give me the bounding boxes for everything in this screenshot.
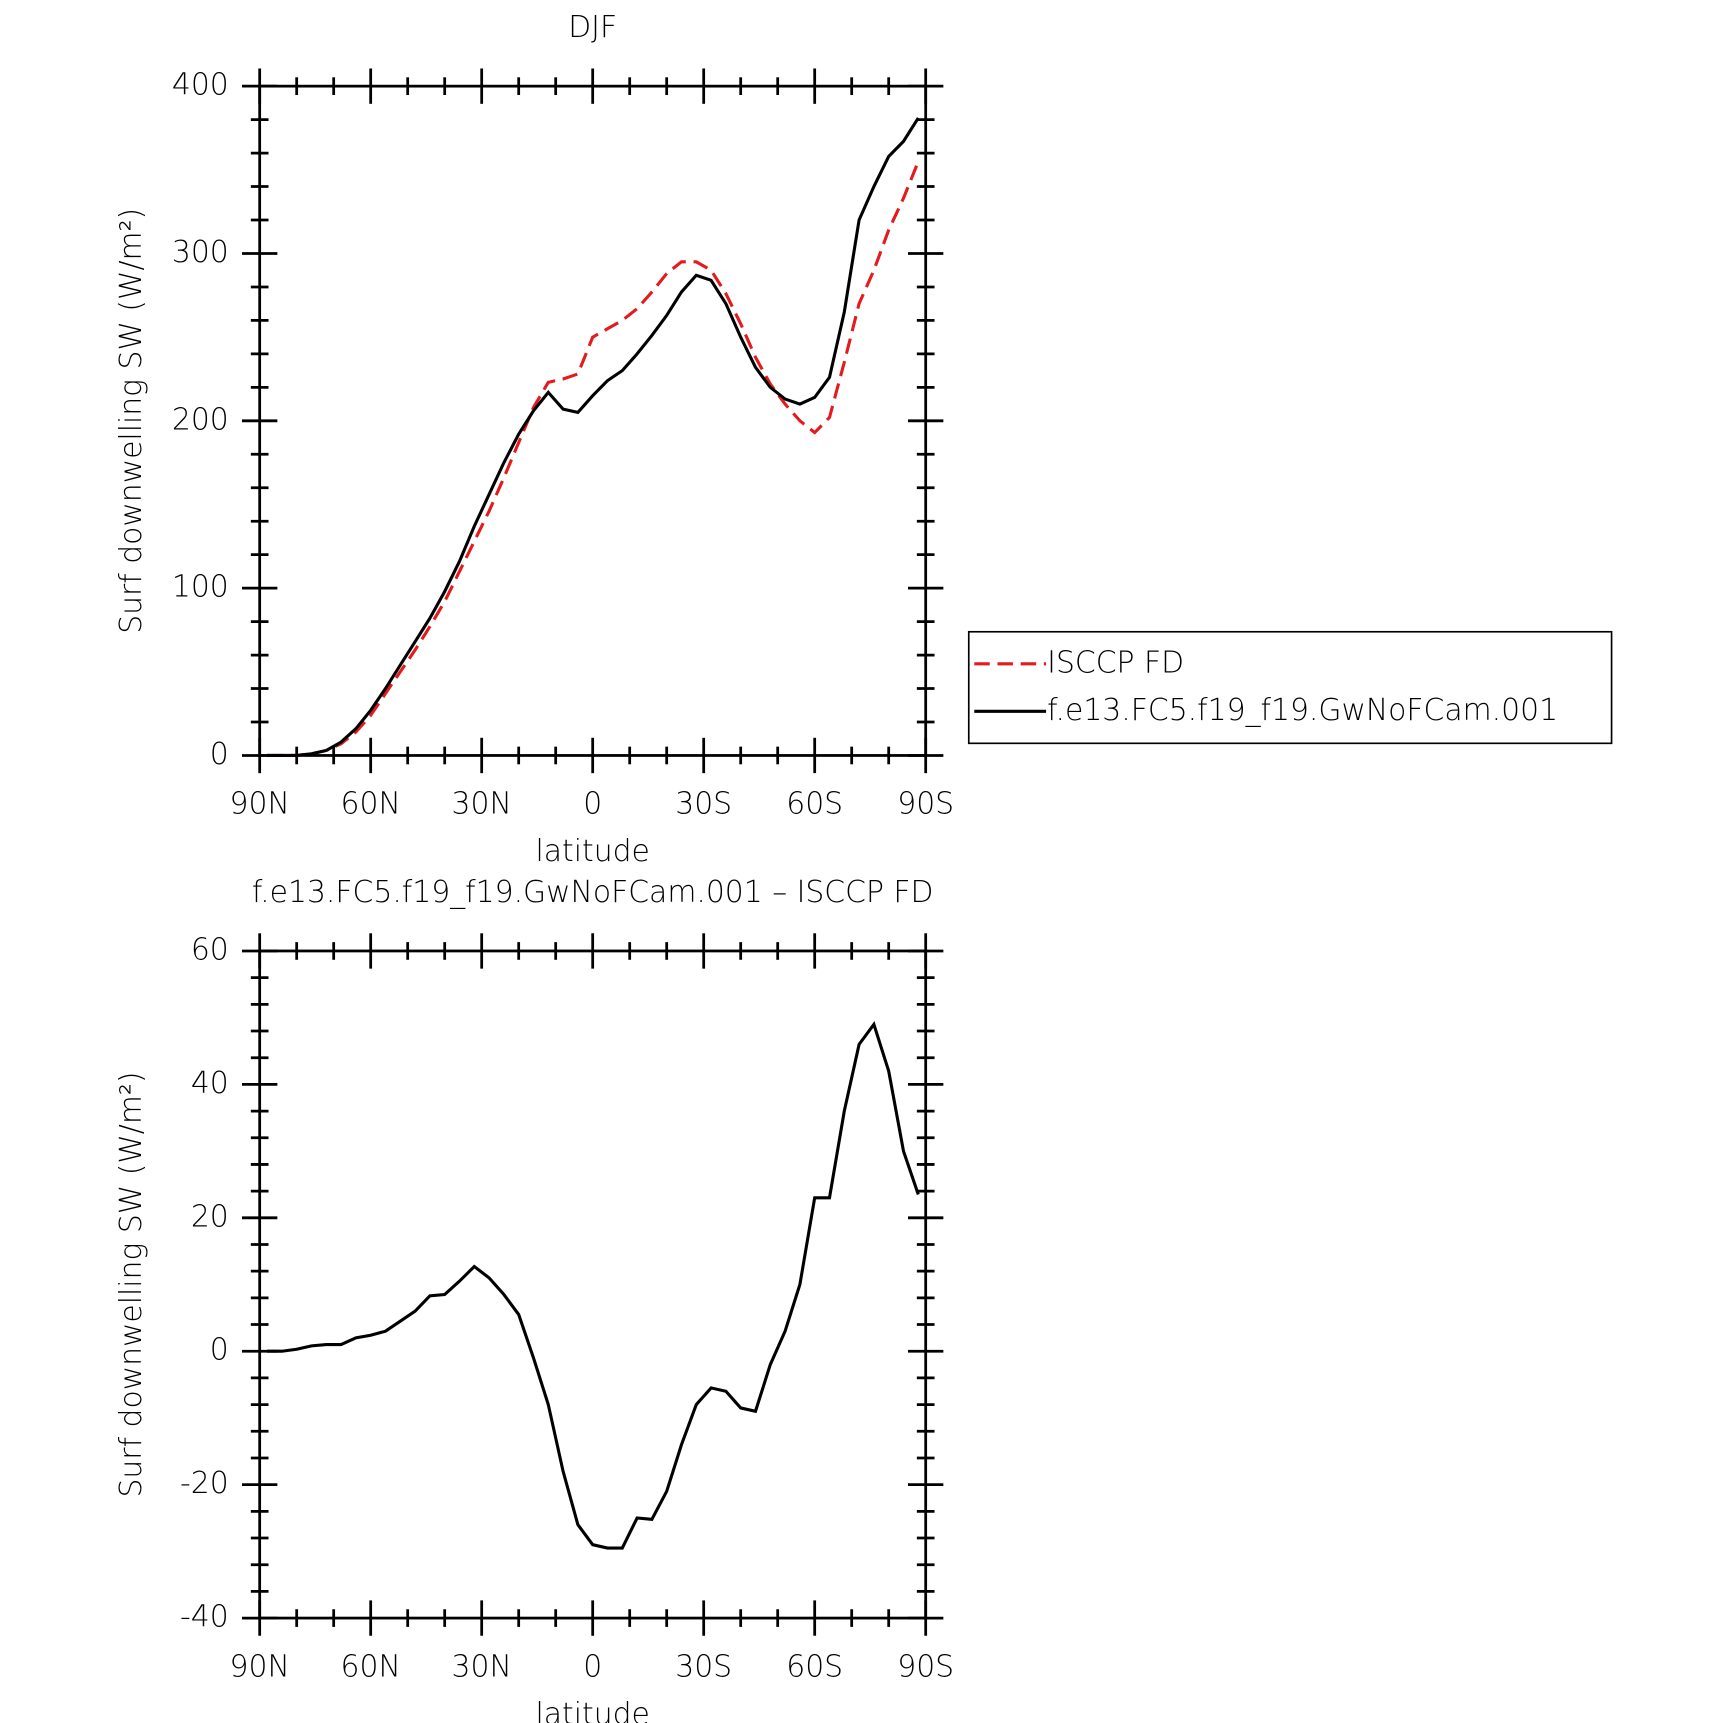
x-tick-label: 30N xyxy=(452,787,512,822)
series-line xyxy=(267,1020,920,1550)
plot-frame xyxy=(258,84,928,757)
x-axis-label: latitude xyxy=(535,834,649,869)
chart-title: DJF xyxy=(568,10,617,45)
x-tick-label: 90N xyxy=(230,1649,290,1684)
x-tick-label: 90S xyxy=(897,787,954,822)
x-tick-label: 30S xyxy=(675,787,732,822)
x-tick-label: 60N xyxy=(341,1649,401,1684)
y-axis-label: Surf downwelling SW (W/m²) xyxy=(114,208,149,634)
y-tick-label: 0 xyxy=(210,1333,229,1368)
x-tick-label: 0 xyxy=(583,787,602,822)
y-tick-label: 300 xyxy=(172,235,229,270)
plot-frame xyxy=(258,949,928,1620)
x-tick-label: 30S xyxy=(675,1649,732,1684)
x-tick-label: 30N xyxy=(452,1649,512,1684)
series-line xyxy=(267,160,920,758)
y-tick-label: 400 xyxy=(172,68,229,103)
x-tick-label: 90S xyxy=(897,1649,954,1684)
y-axis-label: Surf downwelling SW (W/m²) xyxy=(114,1072,149,1498)
legend-box xyxy=(967,630,1613,745)
y-tick-label: 20 xyxy=(191,1199,229,1234)
legend: ISCCP FD f.e13.FC5.f19_f19.GwNoFCam.001 xyxy=(967,630,1613,745)
y-tick-label: 0 xyxy=(210,737,229,772)
x-tick-label: 60N xyxy=(341,787,401,822)
chart-title: f.e13.FC5.f19_f19.GwNoFCam.001 – ISCCP F… xyxy=(252,875,934,910)
x-tick-label: 0 xyxy=(583,1649,602,1684)
y-tick-label: -20 xyxy=(180,1466,229,1501)
x-axis-label: latitude xyxy=(535,1697,649,1723)
y-tick-label: 200 xyxy=(172,402,229,437)
x-tick-label: 90N xyxy=(230,787,290,822)
series-line xyxy=(267,117,920,758)
legend-label: f.e13.FC5.f19_f19.GwNoFCam.001 xyxy=(1047,693,1558,728)
x-tick-label: 60S xyxy=(786,787,843,822)
legend-label: ISCCP FD xyxy=(1047,645,1184,680)
y-tick-label: -40 xyxy=(180,1600,229,1635)
y-tick-label: 40 xyxy=(191,1066,229,1101)
y-tick-label: 60 xyxy=(191,932,229,967)
x-tick-label: 60S xyxy=(786,1649,843,1684)
y-tick-label: 100 xyxy=(172,570,229,605)
